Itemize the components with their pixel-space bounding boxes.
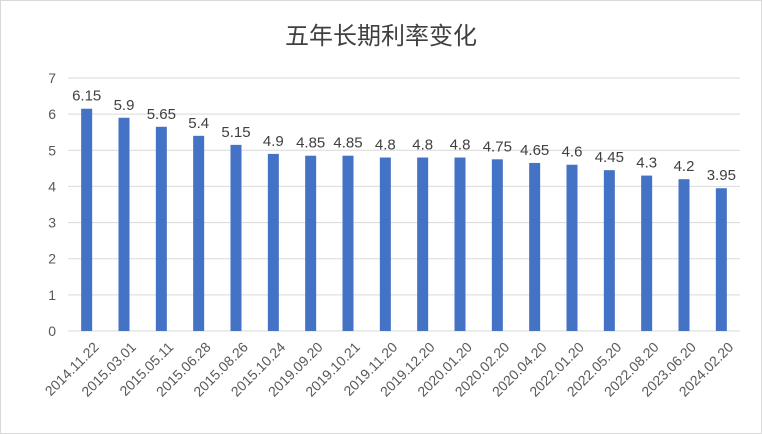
y-tick-label: 3 [48, 215, 56, 231]
data-label: 4.85 [296, 135, 325, 152]
bar [155, 126, 167, 332]
bar [267, 153, 279, 331]
y-tick-label: 7 [48, 70, 56, 86]
bar [566, 164, 578, 331]
data-label: 4.6 [562, 144, 583, 161]
data-label: 4.45 [595, 149, 624, 166]
bar [417, 157, 429, 331]
data-label: 5.15 [221, 124, 250, 141]
data-label: 5.9 [114, 97, 135, 114]
y-tick-label: 4 [48, 178, 56, 194]
data-label: 4.9 [263, 133, 284, 150]
bar [678, 179, 690, 331]
bar [379, 157, 391, 331]
chart-title: 五年长期利率变化 [285, 22, 477, 50]
y-tick-label: 2 [48, 251, 56, 267]
bar [454, 157, 466, 331]
data-label: 4.85 [333, 135, 362, 152]
y-tick-label: 1 [48, 287, 56, 303]
data-label: 5.4 [188, 115, 209, 132]
data-label: 4.2 [674, 158, 695, 175]
bar [81, 108, 93, 331]
data-label: 4.65 [520, 142, 549, 159]
bar [193, 135, 205, 331]
bar [230, 144, 242, 331]
data-label: 4.8 [375, 137, 396, 154]
data-label: 3.95 [707, 167, 736, 184]
bar [342, 155, 354, 331]
data-label: 6.15 [72, 88, 101, 105]
bar [305, 155, 317, 331]
y-tick-label: 5 [48, 142, 56, 158]
data-label: 4.8 [412, 137, 433, 154]
y-tick-label: 0 [48, 323, 56, 339]
data-label: 5.65 [147, 106, 176, 123]
data-label: 4.75 [483, 138, 512, 155]
data-label: 4.8 [450, 137, 471, 154]
bar [641, 175, 653, 331]
y-tick-label: 6 [48, 106, 56, 122]
bar [715, 188, 727, 331]
bar [529, 162, 541, 331]
bar [491, 159, 503, 331]
bar [603, 170, 615, 331]
bar [118, 117, 130, 331]
data-label: 4.3 [636, 155, 657, 172]
